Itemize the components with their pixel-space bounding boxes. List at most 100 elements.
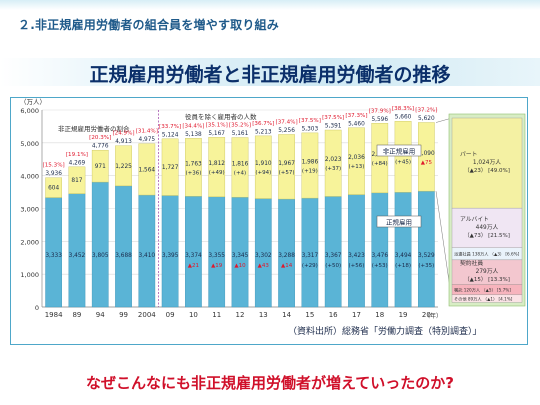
- regular-value-label: 3,317: [302, 253, 319, 259]
- x-tick-label: 18: [375, 311, 384, 319]
- regular-change-label: (+35): [418, 263, 434, 269]
- regular-value-label: 3,367: [325, 253, 342, 259]
- regular-change-label: ▲19: [211, 263, 223, 269]
- regular-value-label: 3,410: [139, 253, 156, 259]
- breakdown-segment: [451, 259, 523, 285]
- ratio-label: [37.2%]: [415, 108, 437, 114]
- nonregular-change-label: (+19): [302, 168, 318, 174]
- total-value-label: 5,167: [208, 131, 225, 137]
- x-tick-label: 94: [96, 311, 105, 319]
- breakdown-name: パート: [460, 151, 477, 158]
- total-value-label: 4,776: [92, 144, 109, 150]
- y-tick-label: 6,000: [20, 107, 39, 115]
- x-tick-label: 16: [329, 311, 338, 319]
- x-tick-label: 17: [352, 311, 361, 319]
- title-bar: [0, 58, 540, 86]
- x-tick-label: 99: [119, 311, 128, 319]
- total-value-label: 3,936: [45, 171, 62, 177]
- ratio-label: [35.1%]: [206, 122, 228, 128]
- breakdown-change-share: （▲73） [21.5%]: [464, 232, 510, 239]
- bar-nonregular: [278, 134, 295, 200]
- x-tick-label: 1984: [45, 311, 63, 319]
- breakdown-compact-label: 嘱託 120万人 （▲5） [5.7%]: [454, 286, 511, 293]
- bar-regular: [208, 196, 226, 308]
- regular-value-label: 3,529: [418, 253, 435, 259]
- total-value-label: 5,161: [232, 131, 249, 137]
- bar-nonregular: [138, 143, 156, 196]
- bar-nonregular: [394, 120, 412, 193]
- source-note: （資料出所）総務省「労働力調査（特別調査）」: [288, 327, 482, 337]
- y-tick-label: 5,000: [20, 140, 39, 148]
- bar-nonregular: [254, 135, 272, 199]
- bar-regular: [115, 185, 132, 308]
- ratio-label: [37.5%]: [322, 115, 344, 121]
- nonregular-value-label: 2,036: [348, 155, 365, 161]
- regular-value-label: 3,345: [232, 253, 249, 259]
- bar-nonregular: [231, 137, 249, 198]
- slide-title: 正規雇用労働者と非正規雇用労働者の推移: [89, 64, 451, 86]
- regular-value-label: 3,374: [185, 253, 202, 259]
- regular-value-label: 3,452: [69, 253, 86, 259]
- total-value-label: 4,913: [115, 139, 132, 145]
- bar-nonregular: [418, 122, 435, 192]
- breakdown-compact-label: その他 89万人 （▲1） [4.1%]: [454, 295, 513, 302]
- total-value-label: 5,596: [371, 117, 388, 123]
- bar-nonregular: [161, 138, 179, 196]
- regular-change-label: ▲21: [188, 263, 199, 269]
- regular-value-label: 3,288: [278, 253, 295, 259]
- nonregular-value-label: 1,816: [232, 161, 249, 167]
- breakdown-name: 契約社員: [460, 259, 483, 267]
- regular-change-label: ▲14: [281, 263, 293, 269]
- regular-value-label: 3,333: [45, 253, 62, 259]
- nonregular-change-label: ▲75: [421, 160, 433, 166]
- total-value-label: 4,975: [139, 137, 156, 143]
- nonregular-value-label: 1,225: [115, 164, 132, 170]
- total-value-label: 5,303: [302, 126, 319, 132]
- total-value-label: 5,620: [418, 116, 435, 122]
- nonregular-change-label: (+57): [279, 170, 295, 176]
- regular-change-label: (+56): [349, 263, 365, 269]
- nonregular-value-label: 1,727: [162, 165, 179, 171]
- nonregular-value-label: 1,812: [208, 161, 225, 167]
- x-tick-label: 14: [282, 311, 291, 319]
- nonregular-change-label: (+84): [372, 161, 388, 167]
- nonregular-change-label: (+94): [255, 170, 271, 176]
- legend-nonregular-label: 非正規雇用: [383, 147, 416, 156]
- breakdown-change-share: （▲15） [13.3%]: [464, 276, 510, 283]
- x-axis-unit: （年）: [424, 312, 442, 320]
- bar-nonregular: [91, 149, 109, 183]
- bar-nonregular: [185, 138, 202, 197]
- breakdown-value: 279万人: [476, 268, 499, 275]
- ratio-label: [38.3%]: [392, 106, 414, 112]
- x-tick-label: 89: [72, 311, 81, 319]
- regular-value-label: 3,688: [115, 253, 132, 259]
- ratio-label: [37.9%]: [369, 108, 391, 114]
- bar-nonregular: [301, 132, 319, 199]
- x-tick-label: 09: [166, 311, 175, 319]
- total-value-label: 4,269: [69, 160, 86, 166]
- bar-regular: [324, 196, 342, 308]
- nonregular-change-label: (+13): [349, 164, 365, 170]
- regular-value-label: 3,302: [255, 253, 272, 259]
- x-tick-label: 12: [236, 311, 245, 319]
- bar-regular: [348, 194, 365, 308]
- bar-regular: [91, 181, 109, 308]
- breakdown-value: 1,024万人: [473, 159, 501, 166]
- ratio-label: [20.3%]: [89, 135, 111, 141]
- breakdown-compact-label: 派遣社員 138万人 （▲3） [6.6%]: [454, 251, 520, 258]
- total-value-label: 5,391: [325, 124, 342, 130]
- bar-nonregular: [68, 166, 86, 194]
- nonregular-value-label: 971: [95, 164, 106, 170]
- x-tick-label: 20: [422, 311, 431, 319]
- ratio-label: [37.3%]: [345, 113, 367, 119]
- breakdown-segment: [451, 117, 523, 209]
- nonregular-value-label: 2,090: [418, 151, 435, 157]
- y-tick-label: 1,000: [20, 271, 39, 279]
- breakdown-change-share: （▲23） [49.0%]: [464, 167, 510, 174]
- nonregular-value-label: 1,967: [278, 161, 295, 167]
- bar-nonregular: [371, 123, 389, 194]
- bar-nonregular: [115, 145, 132, 187]
- nonregular-change-label: (+49): [209, 170, 225, 176]
- bar-regular: [138, 194, 156, 308]
